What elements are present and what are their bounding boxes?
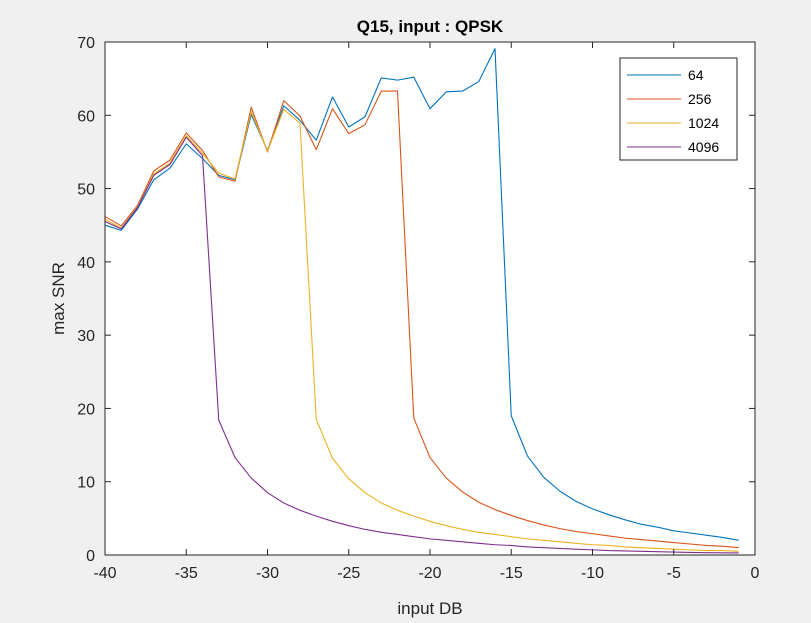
legend: 64 256 1024 4096 — [619, 57, 738, 161]
x-tick-label: -5 — [667, 565, 681, 582]
y-tick-label: 30 — [77, 328, 95, 345]
legend-label-256: 256 — [688, 91, 712, 107]
legend-box — [619, 57, 738, 161]
y-tick-label: 50 — [77, 182, 95, 199]
series-line-64 — [104, 48, 739, 541]
y-tick-label: 10 — [77, 475, 95, 492]
y-axis-label: max SNR — [49, 262, 68, 335]
x-tick-label: -15 — [500, 565, 523, 582]
x-tick-label: -30 — [256, 565, 279, 582]
y-tick-label: 70 — [77, 35, 95, 52]
y-tick-label: 60 — [77, 108, 95, 125]
y-tick-label: 20 — [77, 401, 95, 418]
legend-label-4096: 4096 — [688, 139, 719, 155]
series-layer — [104, 48, 739, 554]
legend-label-64: 64 — [688, 67, 704, 83]
x-tick-label: -40 — [93, 565, 116, 582]
legend-label-1024: 1024 — [688, 115, 719, 131]
series-line-1024 — [104, 108, 739, 552]
x-tick-label: 0 — [751, 565, 760, 582]
series-line-4096 — [104, 136, 739, 554]
x-axis-label: input DB — [397, 599, 462, 618]
x-tick-label: -25 — [337, 565, 360, 582]
chart-title: Q15, input : QPSK — [357, 17, 504, 36]
y-tick-label: 40 — [77, 255, 95, 272]
y-tick-label: 0 — [86, 548, 95, 565]
axes-layer: -40 -35 -30 -25 -20 -15 -10 -5 0 0 10 20 30 40 50 60 70 — [77, 35, 759, 582]
x-tick-label: -10 — [581, 565, 604, 582]
x-tick-label: -35 — [175, 565, 198, 582]
x-tick-label: -20 — [418, 565, 441, 582]
